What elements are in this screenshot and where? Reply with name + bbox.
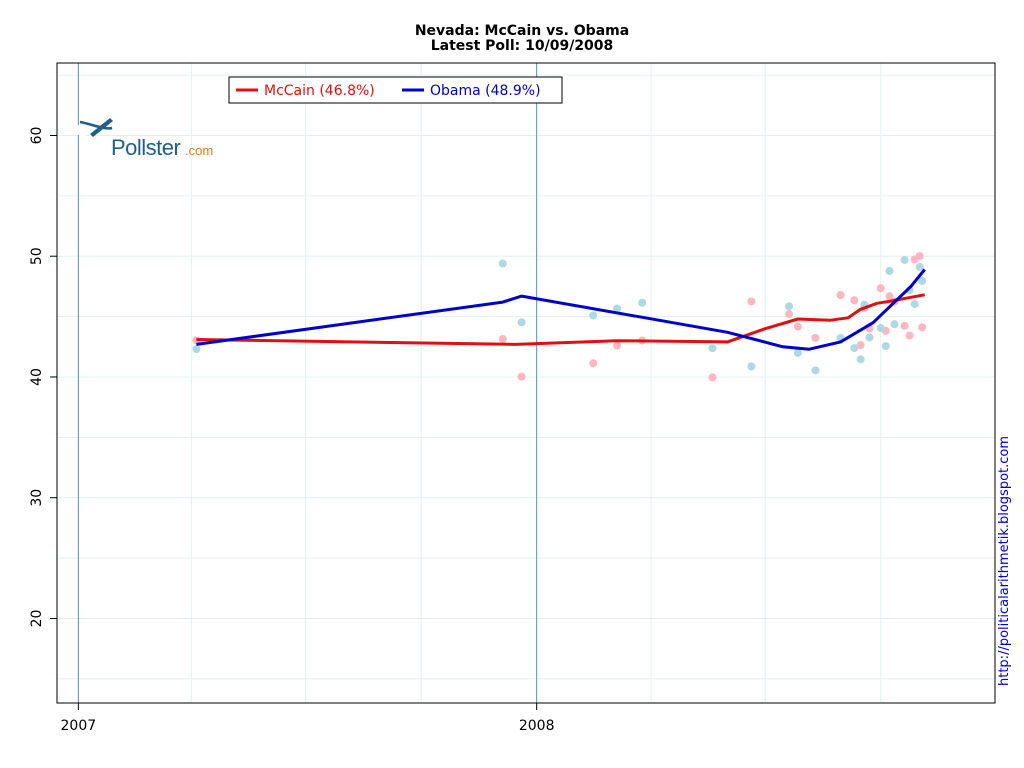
poll-dot (638, 298, 647, 307)
poll-dot (900, 321, 909, 330)
poll-dot (785, 302, 794, 311)
poll-dot (915, 262, 924, 271)
poll-dot (865, 333, 874, 342)
y-tick-label: 40 (29, 368, 45, 386)
logo-check-icon (90, 118, 113, 137)
poll-dot (915, 252, 924, 261)
y-tick-label: 30 (29, 489, 45, 507)
x-axis: 2007 2008 (61, 703, 555, 734)
logo-domain: .com (185, 143, 213, 158)
blog-url-watermark: http://politicalarithmetik.blogspot.com (997, 436, 1012, 686)
poll-dot (900, 255, 909, 264)
poll-dot (856, 355, 865, 364)
poll-dot (747, 297, 756, 306)
poll-dot (517, 318, 526, 327)
poll-dots (192, 252, 927, 382)
poll-dot (793, 348, 802, 357)
poll-dot (785, 310, 794, 319)
poll-dot (876, 284, 885, 293)
x-tick-label: 2008 (519, 718, 555, 734)
poll-dot (589, 311, 598, 320)
logo-swoosh-icon (79, 120, 113, 130)
poll-dot (498, 335, 507, 344)
poll-dot (910, 300, 919, 309)
logo-backdrop (75, 124, 91, 136)
poll-dot (811, 333, 820, 342)
y-tick-label: 50 (29, 247, 45, 265)
poll-dot (905, 331, 914, 340)
grid-lines (57, 63, 995, 703)
poll-dot (885, 266, 894, 275)
series-line-mccain (196, 293, 925, 346)
poll-dot (517, 372, 526, 381)
plot-frame (56, 62, 996, 704)
poll-dot (747, 362, 756, 371)
series-line-obama (196, 268, 926, 351)
legend: McCain (46.8%) Obama (48.9%) (228, 76, 563, 104)
poll-dot (881, 342, 890, 351)
logo-wordmark: Pollster (111, 135, 181, 160)
legend-label-mccain: McCain (46.8%) (264, 83, 375, 99)
poll-dot (850, 296, 859, 305)
poll-dot (876, 324, 885, 333)
poll-dot (890, 320, 899, 329)
y-axis: 20 30 40 50 60 (29, 127, 57, 628)
x-tick-label: 2007 (61, 718, 97, 734)
legend-box (228, 76, 563, 104)
poll-dot (613, 341, 622, 350)
poll-dot (708, 373, 717, 382)
year-lines (77, 63, 538, 703)
series-lines (196, 268, 926, 351)
poll-dot (498, 259, 507, 268)
poll-dot (613, 304, 622, 313)
legend-label-obama: Obama (48.9%) (430, 83, 541, 99)
poll-dot (856, 341, 865, 350)
poll-dot (811, 366, 820, 375)
poll-dot (708, 344, 717, 353)
poll-dot (793, 322, 802, 331)
poll-dot (918, 276, 927, 285)
poll-dot (918, 323, 927, 332)
poll-dot (836, 291, 845, 300)
poll-dot (885, 292, 894, 301)
poll-dot (589, 359, 598, 368)
chart-subtitle: Latest Poll: 10/09/2008 (431, 38, 614, 54)
pollster-logo: Pollster .com (75, 118, 213, 160)
poll-dot (850, 344, 859, 353)
chart-title: Nevada: McCain vs. Obama (415, 23, 629, 39)
y-tick-label: 60 (29, 127, 45, 145)
poll-dot (192, 345, 201, 354)
y-tick-label: 20 (29, 610, 45, 628)
